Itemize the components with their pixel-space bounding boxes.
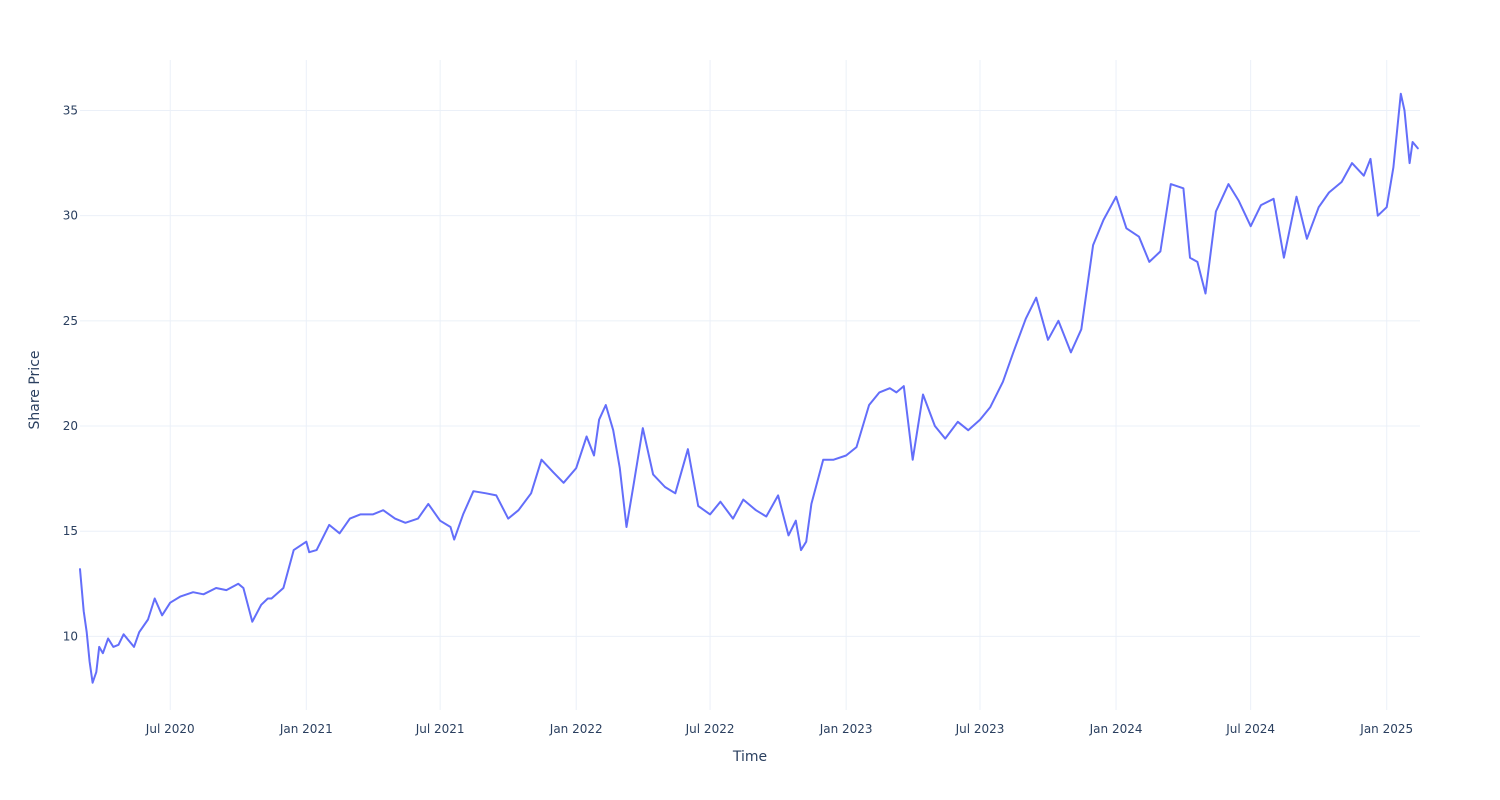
x-tick-label: Jan 2022 bbox=[549, 722, 603, 736]
x-tick-label: Jan 2025 bbox=[1359, 722, 1413, 736]
y-tick-label: 20 bbox=[63, 419, 78, 433]
x-tick-label: Jul 2024 bbox=[1225, 722, 1275, 736]
share-price-line bbox=[79, 92, 1419, 684]
x-tick-label: Jul 2021 bbox=[415, 722, 465, 736]
x-tick-label: Jan 2024 bbox=[1089, 722, 1143, 736]
x-tick-label: Jan 2021 bbox=[279, 722, 333, 736]
tick-labels: 10 15 20 25 30 35 Jul 2020 Jan 2021 Jul 2021 Jan … bbox=[63, 103, 1413, 736]
y-axis-title: Share Price bbox=[27, 350, 43, 429]
x-tick-label: Jan 2023 bbox=[819, 722, 873, 736]
y-tick-label: 25 bbox=[63, 314, 78, 328]
x-tick-label: Jul 2023 bbox=[955, 722, 1005, 736]
x-tick-label: Jul 2020 bbox=[145, 722, 195, 736]
x-axis-title: Time bbox=[732, 749, 767, 765]
grid bbox=[80, 60, 1420, 710]
y-tick-label: 35 bbox=[63, 103, 78, 117]
y-tick-label: 15 bbox=[63, 524, 78, 538]
series-layer bbox=[79, 92, 1419, 684]
y-tick-label: 30 bbox=[63, 209, 78, 223]
x-tick-label: Jul 2022 bbox=[685, 722, 735, 736]
y-tick-label: 10 bbox=[63, 629, 78, 643]
